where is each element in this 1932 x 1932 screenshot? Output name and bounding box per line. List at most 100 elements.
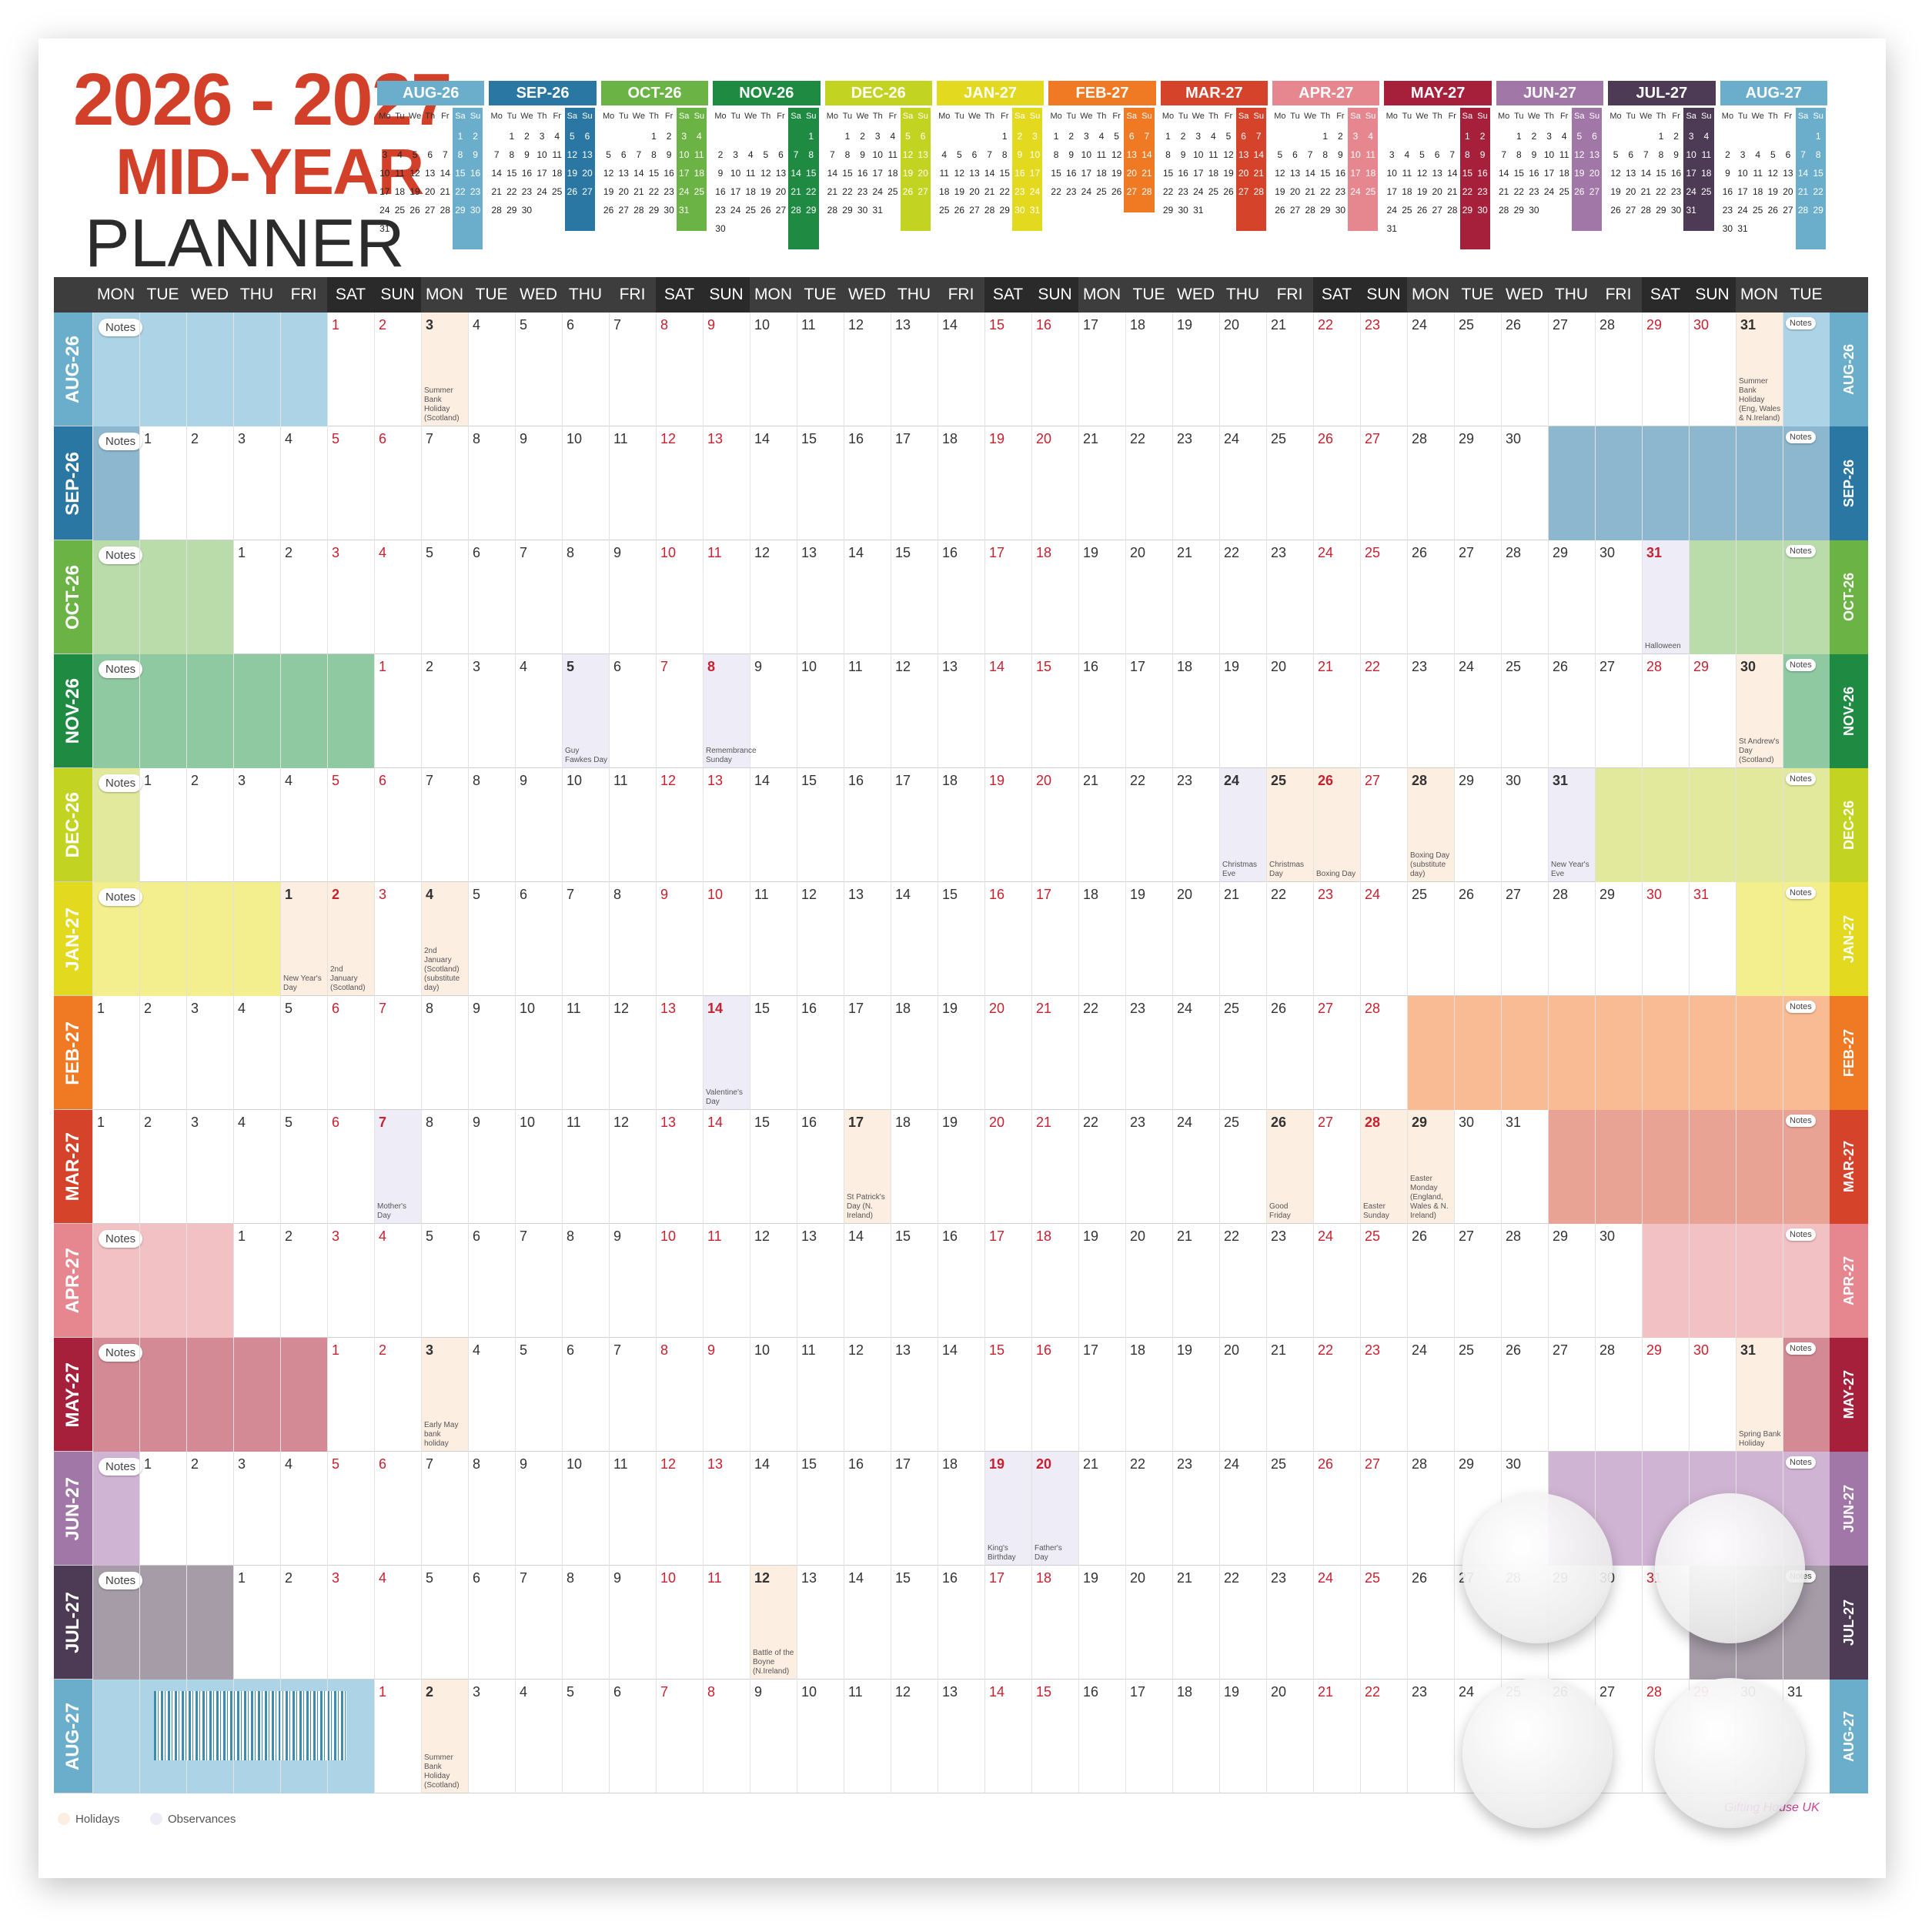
row-line (54, 1337, 1830, 1338)
day-number: 1 (144, 431, 152, 446)
day-number: 8 (473, 773, 481, 788)
column-line (374, 1452, 375, 1566)
column-line (609, 1680, 610, 1793)
day-number: 31 (1506, 1115, 1522, 1130)
day-number: 4 (473, 1342, 481, 1358)
legend-holiday: Holidays (75, 1813, 120, 1826)
column-line (984, 1680, 985, 1793)
mini-day: 15 (1462, 168, 1473, 179)
mini-day: 15 (842, 168, 853, 179)
mini-day: 30 (663, 205, 674, 216)
column-line (139, 654, 140, 768)
mini-header: OCT-26 (600, 81, 709, 105)
event-text: Easter Monday (England, Wales & N. Irela… (1410, 1175, 1449, 1220)
day-number: 23 (1271, 545, 1287, 560)
column-line (1219, 654, 1220, 768)
day-number: 22 (1224, 1228, 1240, 1244)
mini-day: 1 (844, 131, 851, 142)
column-line (1266, 1110, 1267, 1224)
mini-day: 14 (1797, 168, 1809, 179)
mini-day: 15 (506, 168, 517, 179)
day-number: 14 (942, 1342, 958, 1358)
day-number: 26 (1318, 773, 1334, 788)
mini-day: 31 (1029, 205, 1041, 216)
column-line (656, 1338, 657, 1452)
mini-day: 15 (1813, 168, 1823, 179)
mini-day: 11 (552, 149, 562, 160)
column-line (374, 540, 375, 654)
weekday-header: SAT (984, 277, 1031, 313)
mini-day: 2 (1479, 131, 1486, 142)
day-number: 3 (332, 1228, 340, 1244)
mini-day: 28 (440, 205, 450, 216)
column-line (1313, 1566, 1314, 1680)
event-text: Easter Sunday (1363, 1202, 1389, 1220)
mini-day: 5 (1613, 149, 1619, 160)
mini-day: 23 (1066, 186, 1077, 197)
day-number: 11 (801, 317, 816, 333)
column-line (468, 654, 469, 768)
day-number: 25 (1224, 1001, 1240, 1016)
day-number: 28 (1365, 1115, 1381, 1130)
day-number: 9 (613, 1570, 622, 1586)
weekday-header: WED (1177, 286, 1215, 303)
day-number: 18 (942, 773, 958, 788)
column-line (1125, 882, 1126, 996)
mini-day: 21 (1141, 168, 1152, 179)
column-line (1266, 426, 1267, 540)
day-number: 19 (1224, 659, 1240, 674)
mini-weekday: Tu (1626, 112, 1636, 121)
day-number: 22 (1318, 1342, 1334, 1358)
day-number: 25 (1506, 659, 1522, 674)
column-line (1266, 654, 1267, 768)
day-number: 6 (520, 887, 528, 902)
month-label-text: NOV-26 (1840, 686, 1857, 737)
month-label: JUL-27 (54, 1566, 92, 1680)
mini-day: 8 (457, 149, 463, 160)
day-number: 12 (613, 1115, 630, 1130)
mini-header: JUN-27 (1496, 81, 1604, 105)
day-number: 2 (191, 773, 199, 788)
column-line (703, 1110, 704, 1224)
day-number: 20 (1130, 545, 1146, 560)
column-line (421, 1680, 422, 1793)
day-number: 27 (1459, 1228, 1475, 1244)
month-label-text: AUG-27 (1840, 1710, 1857, 1762)
day-number: 27 (1599, 659, 1616, 674)
event-cell (422, 313, 468, 426)
column-line (656, 996, 657, 1110)
day-number: 27 (1599, 1684, 1616, 1700)
column-line (1078, 426, 1079, 540)
mini-day: 3 (1195, 131, 1202, 142)
column-line (139, 996, 140, 1110)
day-number: 14 (942, 317, 958, 333)
mini-day: 23 (1670, 186, 1682, 197)
mini-day: 8 (808, 149, 814, 160)
month-label-right: NOV-26 (1830, 654, 1868, 768)
day-number: 29 (1459, 773, 1475, 788)
mini-day: 16 (1014, 168, 1025, 179)
column-line (327, 1680, 328, 1793)
day-number: 11 (848, 659, 863, 674)
day-number: 17 (989, 545, 1005, 560)
notes-block (1689, 540, 1830, 654)
column-line (1313, 426, 1314, 540)
day-number: 7 (660, 659, 669, 674)
column-line (1689, 996, 1690, 1110)
mini-day: 8 (1658, 149, 1664, 160)
column-line (1360, 313, 1361, 426)
mini-day: 23 (1477, 186, 1488, 197)
day-number: 31 (1787, 1684, 1803, 1700)
day-number: 10 (567, 773, 583, 788)
mini-weekday: Mo (1162, 112, 1175, 121)
mini-header: DEC-26 (824, 81, 932, 105)
mini-day: 7 (1144, 131, 1150, 142)
mini-day: 1 (1815, 131, 1821, 142)
day-number: 4 (379, 545, 387, 560)
day-number: 1 (238, 545, 246, 560)
day-number: 7 (520, 545, 528, 560)
column-line (656, 1680, 657, 1793)
day-number: 9 (707, 317, 716, 333)
mini-weekday: Fr (777, 112, 785, 121)
legend-dot (150, 1813, 162, 1825)
